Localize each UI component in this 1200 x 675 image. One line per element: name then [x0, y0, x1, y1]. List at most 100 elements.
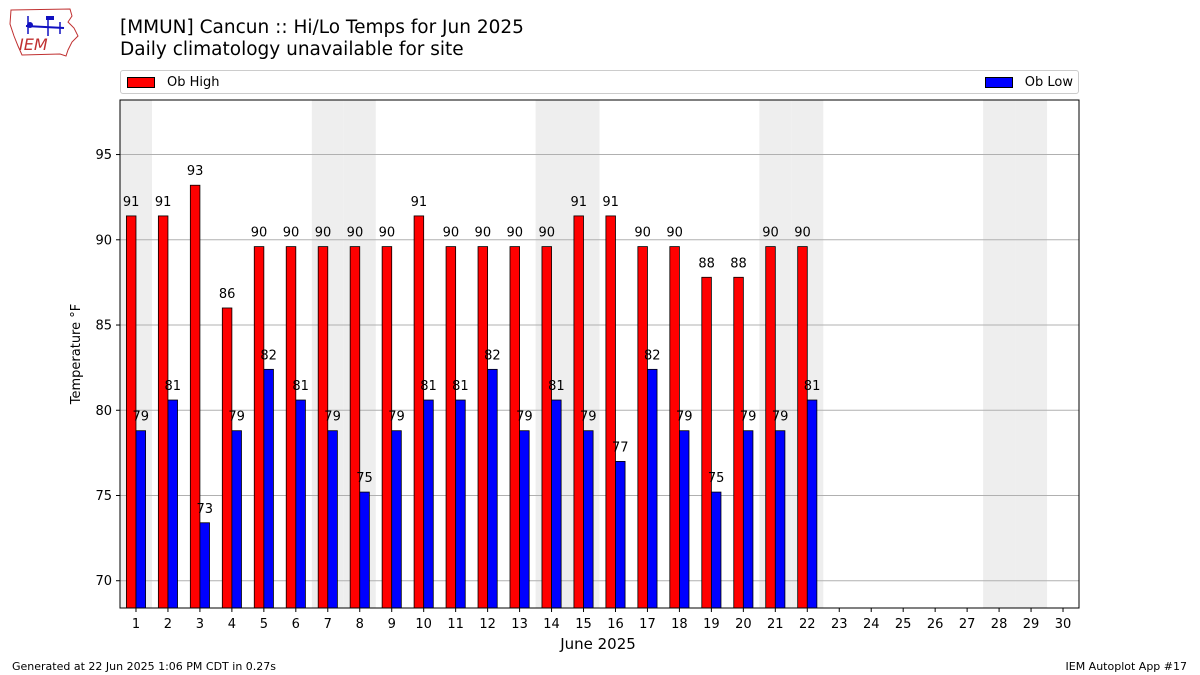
low-label-day-15: 79	[580, 410, 597, 425]
high-bar-day-8	[349, 246, 361, 609]
x-tick-label-7: 7	[324, 617, 332, 632]
y-tick-label-95: 95	[95, 148, 112, 163]
high-label-day-5: 90	[251, 226, 268, 241]
high-bar-day-3	[189, 184, 201, 609]
low-bar-day-2	[167, 399, 178, 609]
plot-frame	[119, 99, 1080, 609]
high-label-day-12: 90	[475, 226, 492, 241]
x-tick-label-15: 15	[575, 617, 592, 632]
x-axis-label: June 2025	[559, 635, 636, 653]
low-bar-day-17	[647, 368, 658, 609]
high-label-day-20: 88	[730, 256, 747, 271]
low-bar-day-5	[263, 368, 274, 609]
legend-item-high: Ob High	[127, 75, 220, 90]
low-label-day-12: 82	[484, 348, 501, 363]
high-bar-day-11	[445, 246, 457, 609]
x-tick-label-9: 9	[388, 617, 396, 632]
low-bar-day-18	[679, 430, 690, 609]
title-line-2: Daily climatology unavailable for site	[120, 39, 464, 60]
low-bar-day-16	[615, 460, 626, 609]
x-tick-label-5: 5	[260, 617, 268, 632]
x-tick-label-14: 14	[543, 617, 560, 632]
low-label-day-11: 81	[452, 379, 469, 394]
high-bar-day-14	[541, 246, 552, 609]
x-tick-label-2: 2	[164, 617, 172, 632]
low-label-day-8: 75	[356, 471, 373, 486]
low-bar-day-10	[423, 399, 434, 609]
low-bar-day-20	[742, 430, 754, 609]
weekend-shade-29	[1015, 100, 1048, 608]
x-tick-label-28: 28	[991, 617, 1008, 632]
low-label-day-21: 79	[772, 410, 789, 425]
y-tick-label-90: 90	[95, 233, 112, 248]
gridlines	[120, 154, 1079, 582]
low-label-day-22: 81	[804, 379, 821, 394]
high-label-day-18: 90	[666, 226, 683, 241]
y-axis-label: Temperature °F	[69, 304, 84, 405]
iem-logo: IEM	[9, 8, 79, 57]
low-bar-day-4	[231, 430, 242, 609]
high-label-day-22: 90	[794, 226, 811, 241]
low-label-day-10: 81	[420, 379, 437, 394]
x-tick-label-23: 23	[831, 617, 848, 632]
low-label-day-17: 82	[644, 348, 661, 363]
low-bar-day-3	[199, 522, 210, 609]
low-label-day-7: 79	[324, 410, 341, 425]
x-tick-label-13: 13	[511, 617, 528, 632]
title-line-1: [MMUN] Cancun :: Hi/Lo Temps for Jun 202…	[120, 17, 524, 38]
high-bar-day-16	[605, 215, 616, 609]
low-label-day-1: 79	[133, 410, 150, 425]
high-label-day-19: 88	[698, 256, 715, 271]
low-bar-day-7	[327, 430, 338, 609]
x-tick-label-29: 29	[1023, 617, 1040, 632]
legend-item-low: Ob Low	[984, 75, 1073, 90]
x-tick-label-27: 27	[959, 617, 976, 632]
x-tick-label-30: 30	[1055, 617, 1072, 632]
high-label-day-8: 90	[347, 226, 364, 241]
data-labels: 91 79 91 81 93 73 86 79 90 82 90 81 90 79 90 75 90 79 91 81…	[123, 164, 820, 517]
high-label-day-10: 91	[411, 195, 428, 210]
high-label-day-6: 90	[283, 226, 300, 241]
low-label-day-16: 77	[612, 440, 629, 455]
weekend-shading	[120, 100, 1048, 608]
low-bar-day-9	[391, 430, 402, 609]
low-bar-day-21	[774, 430, 786, 609]
high-label-day-3: 93	[187, 164, 204, 179]
high-bar-day-22	[797, 246, 808, 609]
high-bar-day-12	[477, 246, 489, 609]
x-tick-label-20: 20	[735, 617, 752, 632]
x-tick-label-1: 1	[132, 617, 140, 632]
low-bar-day-6	[295, 399, 306, 609]
legend: Ob High Ob Low	[120, 70, 1079, 94]
high-label-day-11: 90	[443, 226, 460, 241]
legend-swatch-high	[127, 77, 155, 88]
low-label-day-19: 75	[708, 471, 725, 486]
low-bar-day-1	[135, 430, 146, 609]
high-label-day-15: 91	[570, 195, 587, 210]
low-bar-day-14	[551, 399, 562, 609]
low-label-day-18: 79	[676, 410, 693, 425]
x-tick-label-12: 12	[479, 617, 496, 632]
x-tick-label-6: 6	[292, 617, 300, 632]
high-label-day-1: 91	[123, 195, 140, 210]
high-label-day-4: 86	[219, 287, 236, 302]
high-bar-day-10	[413, 215, 425, 609]
low-label-day-5: 82	[260, 348, 277, 363]
high-bar-day-9	[381, 246, 393, 609]
high-bar-day-5	[253, 246, 265, 609]
y-tick-label-85: 85	[95, 319, 112, 334]
logo-text: IEM	[19, 35, 48, 54]
x-tick-label-8: 8	[356, 617, 364, 632]
y-tick-label-75: 75	[95, 489, 112, 504]
chart-title: [MMUN] Cancun :: Hi/Lo Temps for Jun 202…	[120, 17, 524, 61]
high-label-day-13: 90	[507, 226, 524, 241]
low-bar-day-22	[806, 399, 818, 609]
high-bar-day-20	[733, 276, 744, 609]
bars	[125, 184, 818, 609]
low-label-day-4: 79	[228, 410, 245, 425]
low-label-day-13: 79	[516, 410, 533, 425]
high-label-day-7: 90	[315, 226, 332, 241]
low-label-day-9: 79	[388, 410, 405, 425]
high-bar-day-19	[701, 276, 712, 609]
low-bar-day-11	[455, 399, 466, 609]
